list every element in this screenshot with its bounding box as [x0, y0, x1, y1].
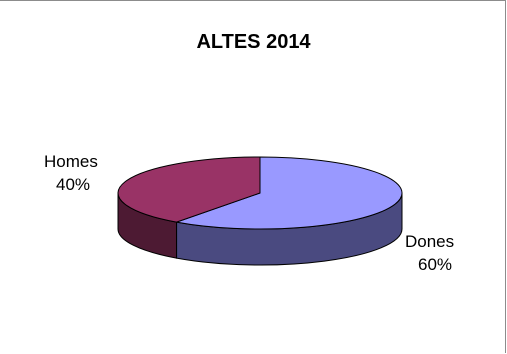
slice-label-homes: Homes — [44, 152, 98, 171]
slice-dones — [174, 156, 403, 230]
slice-label-dones: Dones — [405, 232, 454, 251]
slice-homes — [117, 156, 261, 223]
slice-value-dones: 60% — [418, 255, 452, 274]
slice-value-homes: 40% — [56, 175, 90, 194]
chart-title: ALTES 2014 — [196, 31, 311, 53]
